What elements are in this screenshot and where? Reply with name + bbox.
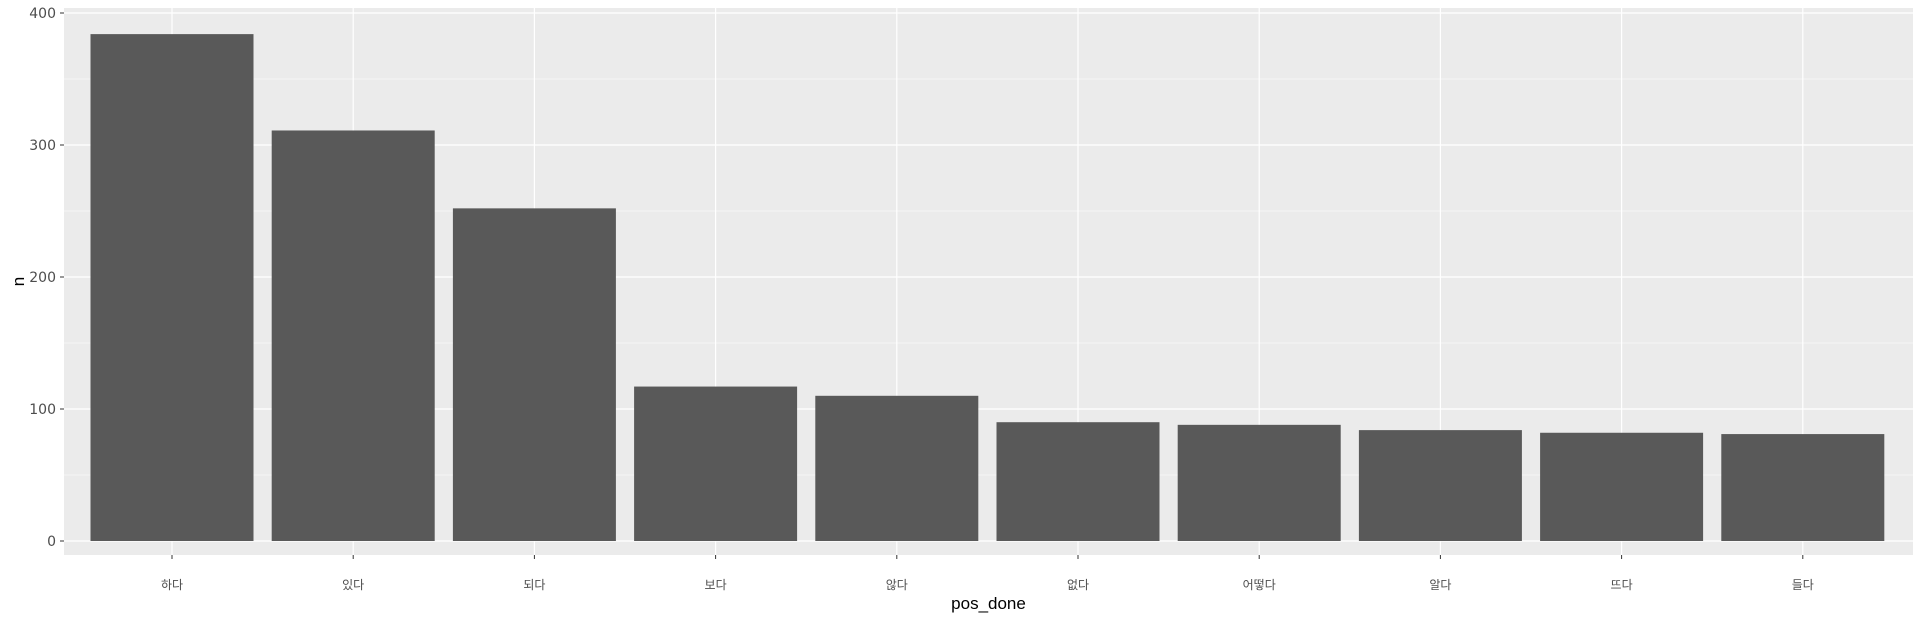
y-tick-label: 0 [47,534,56,550]
x-tick-label: 하다 [161,578,183,592]
x-tick-label: 뜨다 [1611,578,1633,592]
y-tick-label: 100 [29,402,56,418]
x-tick-label: 않다 [886,578,908,592]
y-tick-label: 200 [29,270,56,286]
bar [271,130,435,542]
bar [634,386,798,541]
bar [1721,434,1885,541]
x-tick-label: 없다 [1067,578,1089,592]
bars [90,34,1885,542]
x-tick-label: 되다 [523,578,545,592]
x-axis: 하다 있다 되다 보다 않다 없다 어떻다 알다 뜨다 들다 [161,555,1814,592]
y-tick-label: 300 [29,138,56,154]
x-tick-label: 어떻다 [1243,578,1276,592]
y-axis-title: n [9,277,28,286]
bar [1177,424,1341,541]
x-tick-label: 알다 [1429,578,1451,592]
x-tick-label: 있다 [342,578,364,592]
bar [452,208,616,542]
y-axis: 0 100 200 300 400 [29,6,64,550]
y-tick-label: 400 [29,6,56,22]
x-tick-label: 들다 [1792,578,1814,592]
bar [90,34,254,542]
x-tick-label: 보다 [705,578,727,592]
x-axis-title: pos_done [951,594,1026,613]
bar [815,395,979,541]
bar [1358,430,1522,541]
bar [1540,432,1704,541]
bar [996,422,1160,541]
